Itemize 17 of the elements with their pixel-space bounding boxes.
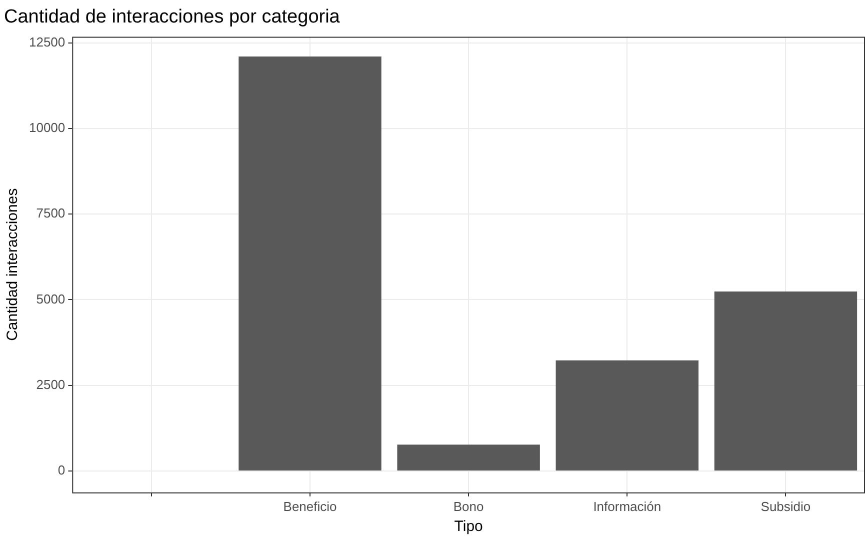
y-tick-label: 0: [58, 462, 66, 478]
chart-title: Cantidad de interacciones por categoria: [4, 6, 340, 28]
y-tick-label: 10000: [28, 120, 66, 136]
y-axis-title: Cantidad interacciones: [4, 188, 22, 341]
x-tick-label: Subsidio: [760, 498, 811, 514]
y-tick-label: 7500: [36, 206, 66, 221]
bar: [238, 56, 382, 470]
y-tick-label: 12500: [28, 34, 66, 50]
bar: [714, 291, 858, 470]
bar: [556, 360, 698, 470]
x-tick-label: Bono: [453, 498, 484, 514]
x-tick-label: Información: [593, 498, 662, 514]
y-tick-label: 5000: [36, 291, 66, 306]
x-axis-title: Tipo: [454, 518, 483, 536]
y-tick-label: 2500: [36, 376, 66, 392]
bar: [397, 444, 540, 470]
x-tick-label: Beneficio: [283, 498, 337, 514]
